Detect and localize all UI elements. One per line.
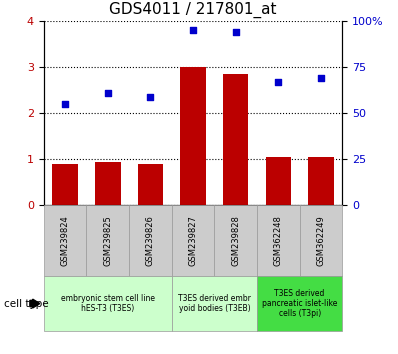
Text: GSM362248: GSM362248	[274, 215, 283, 266]
Text: cell type: cell type	[4, 298, 49, 309]
Bar	[138, 164, 163, 205]
Title: GDS4011 / 217801_at: GDS4011 / 217801_at	[109, 2, 277, 18]
Bar	[95, 161, 121, 205]
Bar	[129, 205, 172, 276]
Text: T3ES derived embr
yoid bodies (T3EB): T3ES derived embr yoid bodies (T3EB)	[178, 294, 251, 313]
Text: GSM239826: GSM239826	[146, 215, 155, 266]
Bar	[223, 74, 248, 205]
Text: GSM239828: GSM239828	[231, 215, 240, 266]
Bar	[172, 276, 257, 331]
Bar	[52, 164, 78, 205]
Point	[275, 79, 281, 85]
Point	[105, 90, 111, 96]
Point	[318, 75, 324, 81]
Bar	[44, 205, 86, 276]
Bar	[257, 205, 300, 276]
Text: GSM362249: GSM362249	[316, 215, 326, 266]
Text: T3ES derived
pancreatic islet-like
cells (T3pi): T3ES derived pancreatic islet-like cells…	[262, 289, 338, 319]
Bar	[300, 205, 342, 276]
Bar	[257, 276, 342, 331]
Point	[147, 94, 154, 99]
Point	[62, 101, 68, 107]
Bar	[308, 157, 334, 205]
Bar	[86, 205, 129, 276]
Point	[190, 28, 196, 33]
Bar	[172, 205, 215, 276]
Text: GSM239824: GSM239824	[60, 215, 70, 266]
Point	[232, 29, 239, 35]
Text: GSM239825: GSM239825	[103, 215, 112, 266]
Text: embryonic stem cell line
hES-T3 (T3ES): embryonic stem cell line hES-T3 (T3ES)	[61, 294, 155, 313]
Bar	[180, 67, 206, 205]
Bar	[265, 157, 291, 205]
Text: GSM239827: GSM239827	[189, 215, 197, 266]
Bar	[215, 205, 257, 276]
Bar	[44, 276, 172, 331]
